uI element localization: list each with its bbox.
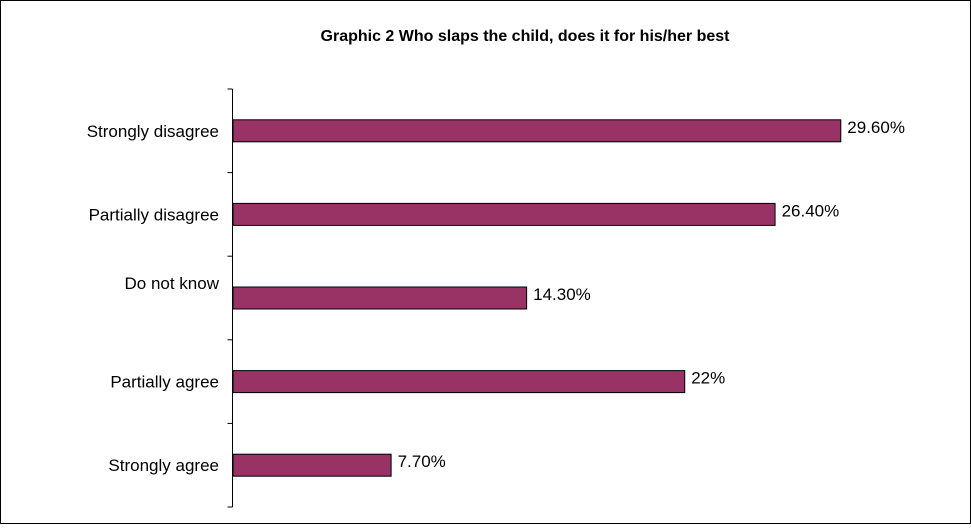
bar	[232, 119, 842, 143]
chart-title: Graphic 2 Who slaps the child, does it f…	[321, 28, 731, 45]
data-label: 22%	[691, 369, 725, 388]
bar	[232, 453, 392, 477]
bar	[232, 202, 776, 226]
data-label: 26.40%	[782, 201, 840, 220]
category-label: Partially agree	[110, 373, 219, 392]
data-label: 14.30%	[533, 285, 591, 304]
category-label: Partially disagree	[89, 205, 219, 224]
category-label: Strongly agree	[108, 456, 219, 475]
bar	[232, 286, 528, 310]
data-label: 7.70%	[398, 452, 446, 471]
category-label: Do not know	[125, 274, 220, 293]
data-label: 29.60%	[847, 118, 905, 137]
bar	[232, 370, 686, 394]
category-label: Strongly disagree	[87, 122, 219, 141]
